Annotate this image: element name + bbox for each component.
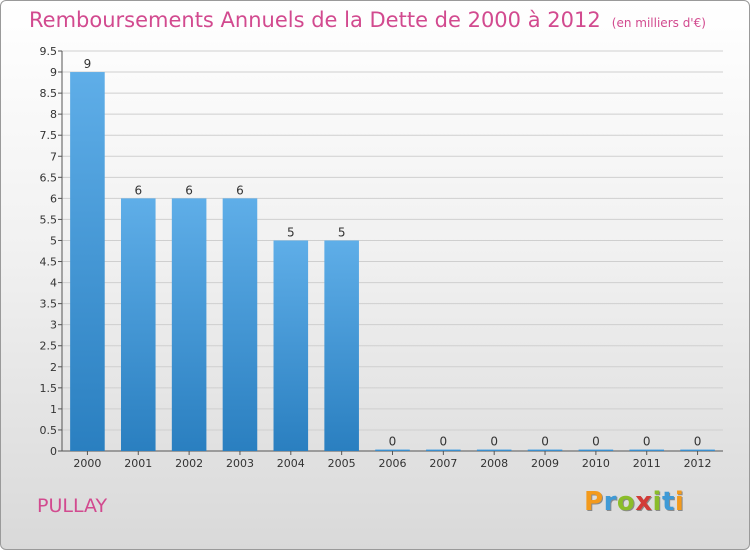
- bar: [222, 198, 258, 451]
- bar: [273, 240, 309, 451]
- bars: [70, 72, 715, 451]
- bar-value-label: 0: [694, 435, 702, 449]
- bar-value-label: 0: [541, 435, 549, 449]
- bar-value-label: 5: [338, 225, 346, 239]
- x-tick-label: 2006: [379, 457, 407, 470]
- bar: [476, 449, 512, 451]
- x-tick-label: 2004: [277, 457, 305, 470]
- logo-letter: o: [616, 487, 636, 517]
- y-tick-label: 9: [50, 66, 57, 79]
- bar: [375, 449, 410, 451]
- y-tick-label: 1.5: [40, 382, 58, 395]
- bar: [70, 72, 105, 451]
- y-tick-label: 0.5: [40, 424, 58, 437]
- logo-letter: P: [584, 487, 604, 517]
- bar: [426, 449, 461, 451]
- x-tick-label: 2001: [124, 457, 152, 470]
- bar: [120, 198, 156, 451]
- logo-letter: t: [661, 487, 675, 517]
- y-tick-label: 8: [50, 108, 57, 121]
- bar-value-label: 0: [490, 435, 498, 449]
- bar: [171, 198, 207, 451]
- y-tick-label: 8.5: [40, 87, 58, 100]
- x-tick-label: 2012: [684, 457, 712, 470]
- x-tick-label: 2000: [73, 457, 101, 470]
- y-tick-label: 4.5: [40, 256, 58, 269]
- logo-letter: i: [674, 487, 685, 517]
- x-tick-label: 2008: [480, 457, 508, 470]
- logo-letter: r: [603, 487, 617, 517]
- x-tick-label: 2005: [328, 457, 356, 470]
- y-tick-label: 6.5: [40, 171, 58, 184]
- y-tick-label: 2.5: [40, 340, 58, 353]
- bar-value-label: 6: [236, 183, 244, 197]
- y-tick-label: 7.5: [40, 129, 58, 142]
- bar-value-label: 6: [185, 183, 193, 197]
- y-tick-label: 3: [50, 319, 57, 332]
- bar: [578, 449, 614, 451]
- bar-value-label: 0: [440, 435, 448, 449]
- grid-lines: [62, 50, 723, 431]
- bar: [527, 449, 563, 451]
- x-tick-label: 2002: [175, 457, 203, 470]
- y-tick-label: 3.5: [40, 298, 58, 311]
- y-tick-label: 5.5: [40, 213, 58, 226]
- y-tick-label: 9.5: [40, 45, 58, 58]
- logo-letter: x: [635, 487, 653, 517]
- logo-letter: i: [652, 487, 662, 517]
- bar-value-label: 0: [643, 435, 651, 449]
- x-tick-label: 2010: [582, 457, 610, 470]
- chart-title-main: Remboursements Annuels de la Dette de 20…: [29, 8, 601, 32]
- bar-value-label: 5: [287, 225, 295, 239]
- commune-name: PULLAY: [37, 495, 108, 517]
- y-tick-label: 2: [50, 361, 57, 374]
- bar: [629, 449, 665, 451]
- chart-title: Remboursements Annuels de la Dette de 20…: [29, 8, 706, 32]
- y-tick-label: 6: [50, 192, 57, 205]
- y-tick-label: 5: [50, 234, 57, 247]
- x-tick-label: 2003: [226, 457, 254, 470]
- x-tick-label: 2009: [531, 457, 559, 470]
- x-tick-label: 2007: [429, 457, 457, 470]
- chart-title-unit: (en milliers d'€): [611, 16, 706, 30]
- bar-value-label: 6: [134, 183, 142, 197]
- axes: [58, 50, 723, 455]
- bar: [324, 240, 359, 451]
- y-tick-label: 4: [50, 277, 57, 290]
- y-tick-label: 7: [50, 150, 57, 163]
- bar-value-label: 0: [389, 435, 397, 449]
- labels: 0 0.5 1 1.5 2 2.5 3 3.5 4 4.5 5 5.5 6 6.5 7 7.5 8 8.5 9 9.5…: [40, 45, 712, 470]
- y-tick-label: 0: [50, 445, 57, 458]
- bar: [680, 449, 715, 451]
- proxiti-logo: Proxiti: [584, 487, 684, 517]
- bar-value-label: 9: [84, 57, 92, 71]
- x-tick-label: 2011: [633, 457, 661, 470]
- bar-value-label: 0: [592, 435, 600, 449]
- y-tick-label: 1: [50, 403, 57, 416]
